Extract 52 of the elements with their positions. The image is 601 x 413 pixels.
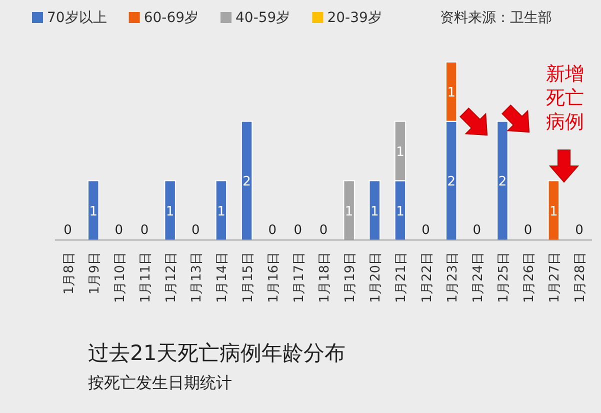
legend-label: 70岁以上 [47, 10, 107, 26]
x-tick-label: 1月8日 [62, 252, 77, 295]
x-tick-label: 1月22日 [420, 252, 435, 303]
x-tick-label: 1月12日 [164, 252, 180, 303]
data-label: 1 [396, 204, 404, 220]
data-label: 0 [268, 223, 276, 238]
data-label: 2 [242, 174, 251, 190]
x-tick-label: 1月20日 [368, 252, 384, 303]
data-label: 1 [166, 204, 174, 220]
data-label: 0 [319, 223, 328, 238]
data-label: 0 [294, 223, 302, 238]
data-label: 0 [140, 223, 149, 238]
data-label: 0 [64, 223, 72, 238]
text: 过去21天死亡病例年龄分布 [88, 341, 346, 365]
data-label: 0 [472, 223, 482, 238]
legend-label: 60-69岁 [144, 10, 199, 26]
data-label: 0 [192, 223, 200, 238]
x-tick-label: 1月15日 [240, 252, 256, 303]
x-tick-label: 1月25日 [496, 252, 512, 303]
legend-label: 20-39岁 [327, 10, 382, 26]
data-label: 1 [89, 204, 98, 220]
data-label: 0 [422, 223, 430, 238]
x-tick-label: 1月26日 [522, 252, 538, 303]
x-tick-label: 1月9日 [87, 252, 102, 295]
x-tick-label: 1月16日 [266, 252, 282, 303]
text: 按死亡发生日期统计 [88, 373, 232, 392]
text: 资料来源：卫生部 [440, 10, 552, 26]
legend-label: 40-59岁 [236, 10, 290, 26]
x-tick-label: 1月28日 [573, 252, 588, 303]
x-tick-label: 1月10日 [112, 252, 128, 303]
data-label: 0 [575, 223, 584, 238]
data-label: 0 [114, 223, 124, 238]
data-label: 1 [550, 204, 558, 220]
x-tick-label: 1月18日 [318, 252, 332, 303]
data-label: 1 [370, 204, 379, 220]
annotation: 新增死亡病例 [546, 63, 584, 133]
data-label: 2 [498, 174, 507, 190]
x-tick-label: 1月11日 [138, 252, 154, 303]
x-tick-label: 1月23日 [445, 252, 460, 303]
x-tick-label: 1月21日 [394, 252, 410, 303]
x-tick-label: 1月19日 [343, 252, 358, 303]
data-label: 1 [447, 86, 456, 101]
data-label: 1 [217, 204, 226, 220]
x-tick-label: 1月14日 [215, 252, 230, 303]
data-label: 2 [447, 174, 456, 190]
data-label: 1 [396, 145, 404, 160]
x-tick-label: 1月13日 [190, 252, 205, 303]
data-label: 0 [524, 223, 532, 238]
x-tick-label: 1月17日 [292, 252, 307, 303]
x-tick-label: 1月24日 [470, 252, 486, 303]
x-tick-label: 1月27日 [548, 252, 563, 303]
data-label: 1 [344, 204, 354, 220]
